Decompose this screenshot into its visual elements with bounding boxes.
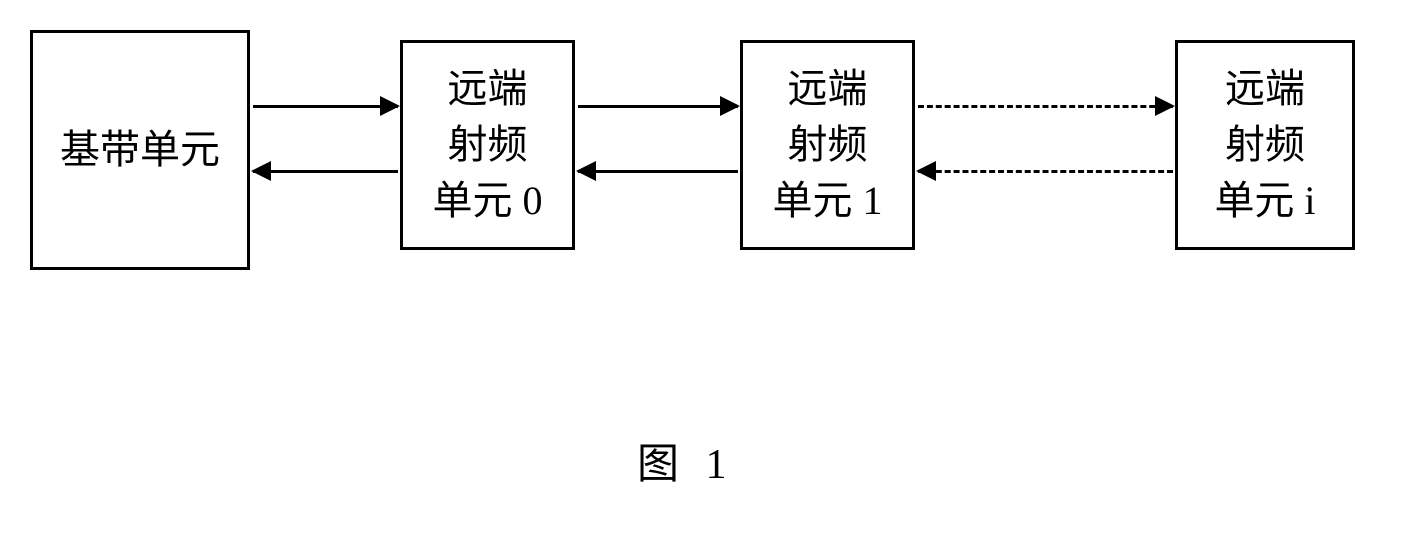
rf-unit-1-box: 远端 射频 单元 1: [740, 40, 915, 250]
figure-caption: 图 1: [637, 430, 735, 491]
baseband-unit-label: 基带单元: [60, 122, 220, 178]
rf-unit-0-box: 远端 射频 单元 0: [400, 40, 575, 250]
rf-unit-i-label: 远端 射频 单元 i: [1214, 61, 1315, 229]
chain-diagram: 基带单元 远端 射频 单元 0 远端 射频 单元 1 远端 射频 单元 i 图 …: [0, 0, 1423, 548]
baseband-unit-box: 基带单元: [30, 30, 250, 270]
arrow-rfi-to-rf1: [918, 170, 1173, 173]
arrow-rf1-to-rf0: [578, 170, 738, 173]
rf-unit-0-label: 远端 射频 单元 0: [433, 61, 543, 229]
rf-unit-i-box: 远端 射频 单元 i: [1175, 40, 1355, 250]
arrow-rf0-to-rf1: [578, 105, 738, 108]
arrow-rf0-to-bb: [253, 170, 398, 173]
rf-unit-1-label: 远端 射频 单元 1: [773, 61, 883, 229]
arrow-bb-to-rf0: [253, 105, 398, 108]
arrow-rf1-to-rfi: [918, 105, 1173, 108]
